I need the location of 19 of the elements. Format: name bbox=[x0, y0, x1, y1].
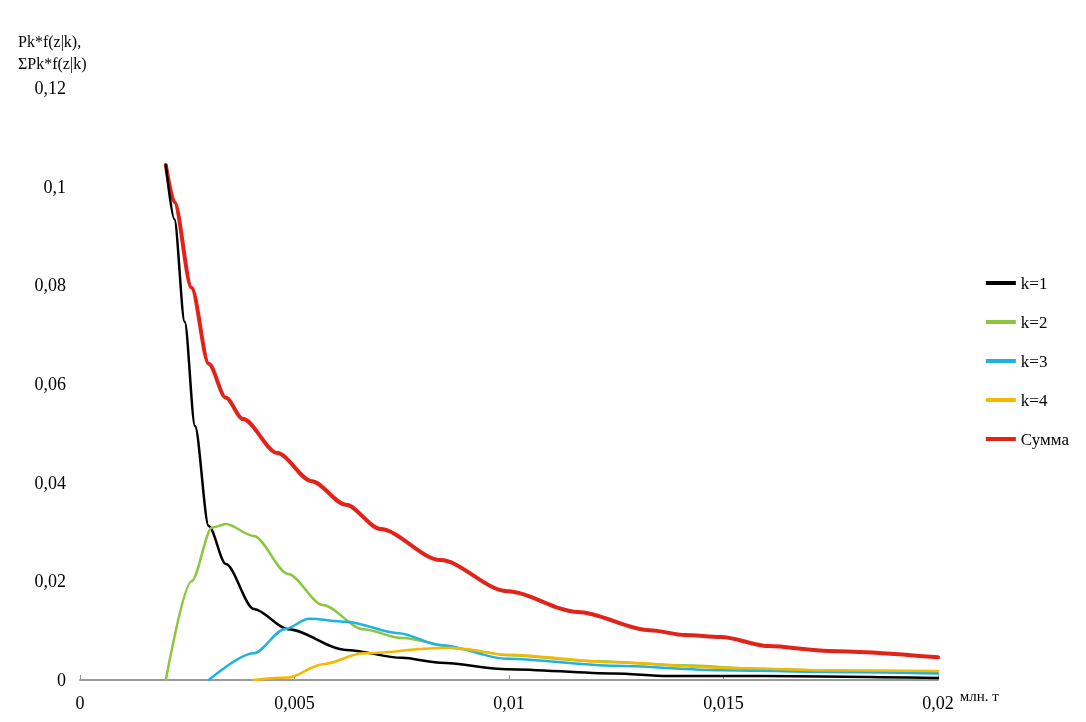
legend-label: k=4 bbox=[1020, 390, 1048, 410]
x-tick-label: 0 bbox=[75, 693, 85, 713]
x-axis-title: млн. т bbox=[959, 687, 1000, 704]
legend-label: k=1 bbox=[1020, 273, 1048, 293]
x-tick-label: 0,02 bbox=[922, 693, 954, 713]
legend-label: k=3 bbox=[1020, 351, 1048, 371]
x-tick-label: 0,005 bbox=[274, 693, 315, 713]
y-tick-label: 0,1 bbox=[43, 176, 66, 197]
y-axis-title: Pk*f(z|k), ΣPk*f(z|k) bbox=[18, 32, 87, 73]
x-tick-label: 0,015 bbox=[703, 693, 744, 713]
y-tick-label: 0,06 bbox=[34, 374, 66, 394]
y-tick-label: 0,04 bbox=[34, 472, 66, 493]
legend-label: k=2 bbox=[1020, 312, 1048, 332]
y-tick-label: 0,02 bbox=[34, 571, 66, 592]
legend-label: Сумма bbox=[1020, 429, 1070, 449]
y-tick-label: 0,08 bbox=[34, 275, 66, 296]
y-tick-label: 0 bbox=[57, 670, 66, 690]
y-tick-label: 0,12 bbox=[34, 78, 66, 98]
x-tick-label: 0,01 bbox=[493, 693, 525, 713]
